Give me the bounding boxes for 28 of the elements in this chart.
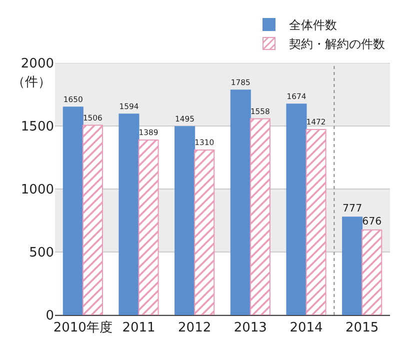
bar	[174, 126, 196, 315]
x-tick-label: 2013	[234, 320, 267, 336]
y-tick-label: 0	[46, 308, 54, 324]
bar	[250, 118, 270, 315]
bar	[286, 104, 307, 315]
bar	[82, 124, 103, 315]
y-tick-label: 2000	[20, 56, 54, 72]
bar	[362, 229, 382, 315]
x-tick-label: 2012	[178, 320, 212, 336]
bar	[62, 106, 84, 315]
bar	[342, 216, 363, 315]
y-tick-label: 1000	[20, 182, 54, 198]
bar	[194, 149, 215, 315]
text: 契約・解約の件数	[289, 37, 385, 52]
y-axis-title: （件）	[12, 75, 51, 90]
y-tick-label: 1500	[20, 120, 54, 135]
legend-label: 全体件数	[289, 18, 337, 32]
x-tick-label: 2014	[290, 320, 323, 336]
x-tick-label: 2011	[122, 320, 156, 336]
bar	[118, 114, 140, 315]
x-tick-label: 2015	[346, 320, 379, 336]
data-label: 676	[362, 215, 382, 228]
data-label: 777	[342, 204, 362, 215]
y-tick-label: 500	[29, 246, 54, 261]
x-tick-label: 2010年度	[53, 320, 112, 336]
bar	[138, 139, 159, 315]
bar	[230, 90, 251, 315]
bar	[306, 129, 326, 315]
